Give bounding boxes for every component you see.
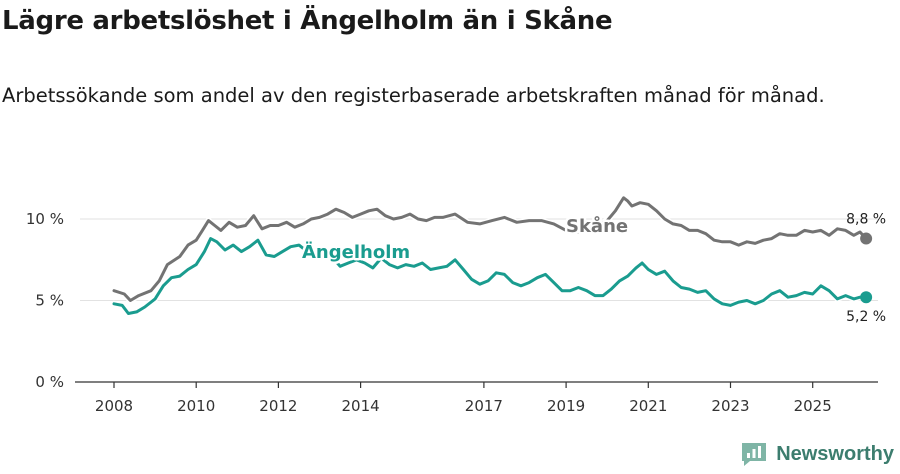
end-value-label-skane: 8,8 % xyxy=(846,212,886,228)
series-line-angelholm xyxy=(112,237,868,315)
x-tick-label: 2017 xyxy=(465,397,503,415)
series-label-skane: Skåne xyxy=(566,215,628,237)
end-value-label-angelholm: 5,2 % xyxy=(846,309,886,325)
x-tick-label: 2008 xyxy=(95,397,133,415)
end-point-marker xyxy=(860,291,873,304)
x-tick-label: 2012 xyxy=(259,397,297,415)
series-line-skane xyxy=(112,196,868,302)
brand-logo: Newsworthy xyxy=(740,440,894,468)
x-tick-label: 2010 xyxy=(177,397,215,415)
x-tick-label: 2025 xyxy=(794,397,832,415)
y-tick-label: 10 % xyxy=(26,210,64,228)
chart-title: Lägre arbetslöshet i Ängelholm än i Skån… xyxy=(2,6,613,36)
x-tick-label: 2014 xyxy=(342,397,380,415)
x-tick-label: 2023 xyxy=(711,397,749,415)
y-tick-label: 5 % xyxy=(35,292,64,310)
x-tick-label: 2019 xyxy=(547,397,585,415)
y-tick-label: 0 % xyxy=(35,373,64,391)
end-point-marker xyxy=(860,232,873,245)
series-label-angelholm: Ängelholm xyxy=(302,241,410,263)
newsworthy-logo-icon xyxy=(742,443,767,466)
brand-name: Newsworthy xyxy=(776,442,894,465)
chart-subtitle: Arbetssökande som andel av den registerb… xyxy=(2,84,825,107)
x-tick-label: 2021 xyxy=(629,397,667,415)
series-label-angelholm-halo: Ängelholm xyxy=(302,241,410,263)
series-label-skane-halo: Skåne xyxy=(566,215,628,237)
